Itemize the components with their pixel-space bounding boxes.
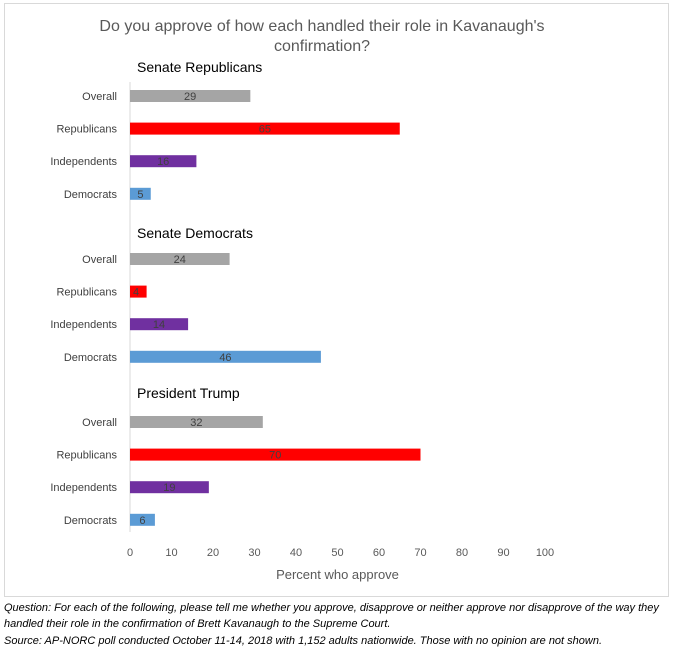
- x-axis-title: Percent who approve: [276, 567, 399, 582]
- bar: [130, 122, 400, 135]
- bar: [130, 350, 321, 363]
- data-label: 32: [190, 417, 202, 429]
- x-tick-label: 90: [497, 547, 509, 559]
- source-footnote: Source: AP-NORC poll conducted October 1…: [4, 635, 603, 647]
- x-tick-label: 0: [127, 547, 133, 559]
- bar: [130, 187, 151, 200]
- category-label: Democrats: [64, 189, 118, 201]
- data-label: 65: [259, 124, 271, 136]
- bar-chart: Do you approve of how each handled their…: [50, 18, 554, 582]
- bar: [130, 253, 230, 265]
- data-label: 46: [219, 352, 231, 364]
- data-label: 19: [163, 482, 175, 494]
- data-label: 6: [139, 515, 145, 527]
- bar: [130, 155, 197, 168]
- category-label: Overall: [82, 254, 117, 266]
- bar: [130, 513, 155, 526]
- x-tick-label: 70: [414, 547, 426, 559]
- x-tick-label: 40: [290, 547, 302, 559]
- category-label: Democrats: [64, 352, 118, 364]
- data-label: 29: [184, 91, 196, 103]
- category-label: Overall: [82, 417, 117, 429]
- category-label: Independents: [50, 482, 117, 494]
- x-tick-label: 80: [456, 547, 468, 559]
- chart-frame: [4, 3, 669, 597]
- category-label: Overall: [82, 91, 117, 103]
- x-tick-label: 30: [248, 547, 260, 559]
- data-label: 4: [133, 287, 139, 299]
- group-heading: President Trump: [137, 385, 240, 401]
- group-heading: Senate Democrats: [137, 225, 253, 241]
- bar: [130, 90, 251, 102]
- bar: [130, 448, 421, 461]
- bar: [130, 285, 147, 298]
- category-label: Republicans: [56, 450, 117, 462]
- data-label: 70: [269, 450, 281, 462]
- category-label: Democrats: [64, 515, 118, 527]
- category-label: Republicans: [56, 287, 117, 299]
- category-label: Independents: [50, 319, 117, 331]
- data-label: 14: [153, 319, 165, 331]
- category-label: Independents: [50, 156, 117, 168]
- data-label: 24: [174, 254, 186, 266]
- data-label: 16: [157, 156, 169, 168]
- question-footnote: Question: For each of the following, ple…: [4, 602, 659, 630]
- bar: [130, 416, 263, 428]
- x-tick-label: 10: [165, 547, 177, 559]
- data-label: 5: [137, 189, 143, 201]
- group-heading: Senate Republicans: [137, 59, 262, 75]
- x-tick-label: 60: [373, 547, 385, 559]
- chart-title: Do you approve of how each handled their…: [99, 18, 544, 55]
- x-tick-label: 50: [331, 547, 343, 559]
- x-tick-label: 100: [536, 547, 554, 559]
- category-label: Republicans: [56, 124, 117, 136]
- bar: [130, 481, 209, 494]
- bar: [130, 318, 189, 331]
- x-tick-label: 20: [207, 547, 219, 559]
